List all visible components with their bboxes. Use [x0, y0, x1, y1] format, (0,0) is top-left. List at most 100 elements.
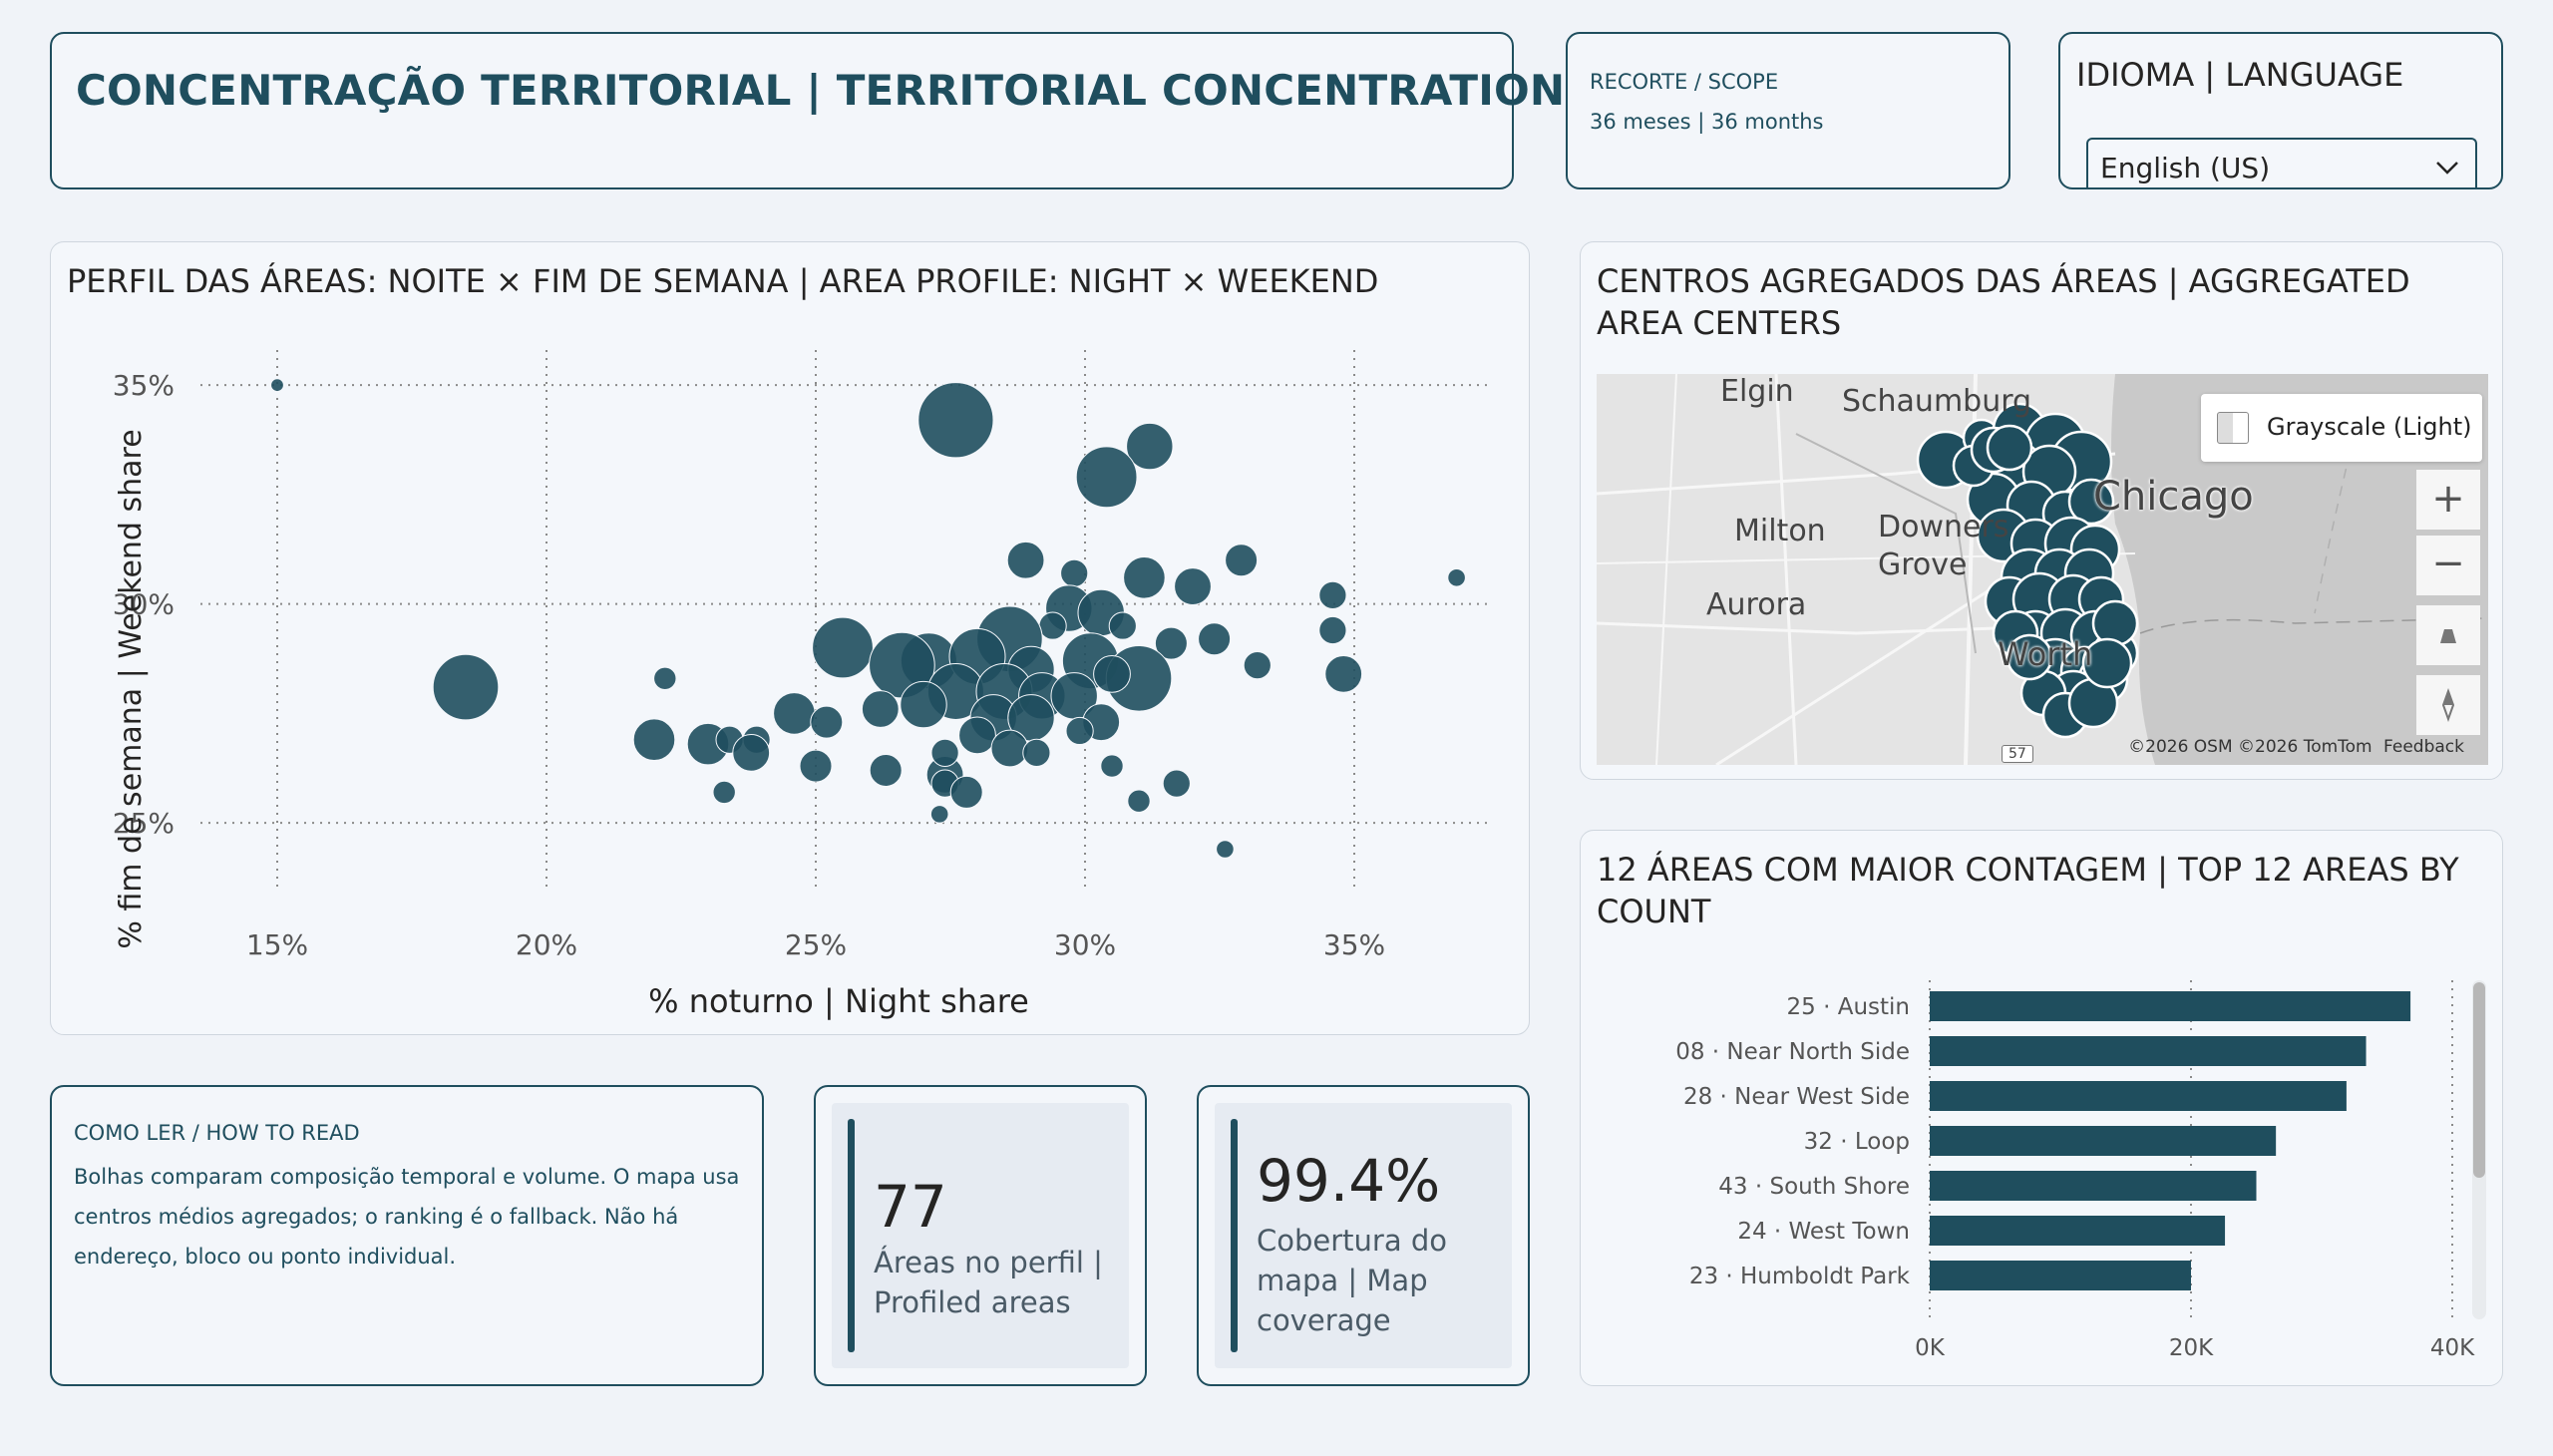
y-axis-label: % fim de semana | Weekend share	[114, 429, 149, 948]
map-place-chicago: Chicago	[2093, 474, 2254, 520]
chevron-down-icon	[2436, 162, 2458, 175]
bar	[1930, 1216, 2226, 1246]
map-canvas[interactable]: Elgin Schaumburg Chicago Milton Downers …	[1597, 374, 2488, 765]
map-compass-button[interactable]	[2416, 675, 2480, 735]
scatter-point	[1038, 611, 1067, 640]
bar-category-label: 28 · Near West Side	[1683, 1084, 1910, 1110]
language-selected-value: English (US)	[2100, 152, 2271, 184]
kpi-coverage-panel	[1215, 1103, 1512, 1368]
scatter-point	[1447, 567, 1466, 587]
x-tick-label: 20%	[516, 928, 577, 961]
map-zoom-out-button[interactable]: −	[2416, 536, 2480, 595]
bars-scrollbar[interactable]	[2472, 980, 2486, 1319]
scatter-card: PERFIL DAS ÁREAS: NOITE × FIM DE SEMANA …	[50, 241, 1530, 1035]
bar-x-tick-label: 20K	[2169, 1335, 2214, 1361]
map-place-downers: Downers	[1878, 510, 2009, 545]
scatter-point	[1060, 558, 1089, 588]
scatter-title: PERFIL DAS ÁREAS: NOITE × FIM DE SEMANA …	[67, 262, 1379, 300]
scatter-point	[270, 378, 284, 393]
kpi-coverage-accent-bar	[1231, 1119, 1238, 1352]
kpi-coverage-card: 99.4% Cobertura do mapa | Map coverage	[1197, 1085, 1530, 1386]
scatter-point	[432, 653, 500, 721]
scatter-point	[1108, 611, 1137, 640]
map-place-aurora: Aurora	[1706, 587, 1807, 622]
scatter-point	[1127, 789, 1151, 813]
bar-category-label: 08 · Near North Side	[1675, 1039, 1910, 1065]
map-attribution-text: ©2026 OSM ©2026 TomTom	[2128, 737, 2372, 757]
scatter-chart: 15% 20% 25% 30% 35% 25% 30% 35% % noturno | Nig…	[113, 350, 1489, 1020]
scatter-point	[949, 775, 983, 809]
scatter-point	[869, 753, 903, 787]
map-place-milton: Milton	[1734, 514, 1826, 548]
language-dropdown[interactable]: English (US)	[2086, 138, 2477, 187]
scope-value: 36 meses | 36 months	[1590, 110, 1824, 134]
map-style-label: Grayscale (Light)	[2267, 413, 2472, 441]
bars-scrollbar-thumb[interactable]	[2473, 982, 2485, 1178]
scatter-point	[1216, 840, 1235, 859]
scatter-point	[1198, 622, 1232, 656]
bar-chart: 25 · Austin 08 · Near North Side 28 · Near…	[1675, 980, 2475, 1361]
bar-x-tick-label: 0K	[1915, 1335, 1946, 1361]
x-tick-label: 30%	[1054, 928, 1116, 961]
language-card: IDIOMA | LANGUAGE English (US)	[2058, 32, 2503, 189]
scatter-point	[958, 716, 996, 755]
map-style-button[interactable]: Grayscale (Light)	[2201, 394, 2482, 462]
howto-card: COMO LER / HOW TO READ Bolhas comparam c…	[50, 1085, 764, 1386]
scatter-point	[1123, 555, 1166, 599]
scatter-point	[810, 705, 844, 739]
kpi-areas-label: Áreas no perfil | Profiled areas	[874, 1246, 1103, 1319]
scatter-point	[1065, 716, 1094, 746]
bar-category-label: 25 · Austin	[1787, 994, 1910, 1020]
scatter-point	[1100, 754, 1124, 778]
kpi-areas-card: 77 Áreas no perfil | Profiled areas	[814, 1085, 1147, 1386]
title-card: CONCENTRAÇÃO TERRITORIAL | TERRITORIAL C…	[50, 32, 1565, 189]
bar-x-tick-label: 40K	[2430, 1335, 2475, 1361]
scatter-point	[712, 780, 736, 805]
bar	[1930, 1081, 2347, 1111]
bars-title: 12 ÁREAS COM MAIOR CONTAGEM | TOP 12 ARE…	[1597, 851, 2459, 930]
kpi-areas-accent-bar	[848, 1119, 855, 1352]
map-route-shield: 57	[2002, 745, 2033, 763]
map-title: CENTROS AGREGADOS DAS ÁREAS | AGGREGATED…	[1597, 262, 2410, 342]
scatter-point	[653, 666, 677, 690]
map-place-elgin: Elgin	[1720, 374, 1794, 409]
scatter-point	[1022, 738, 1051, 768]
scatter-point	[1225, 544, 1259, 577]
scatter-point	[1075, 446, 1138, 509]
map-bubble	[1986, 424, 2033, 472]
scatter-point	[632, 718, 676, 762]
bar	[1930, 1126, 2277, 1156]
scatter-point	[929, 805, 949, 824]
map-zoom-in-button[interactable]: +	[2416, 470, 2480, 530]
scatter-point	[799, 749, 833, 783]
map-feedback-link[interactable]: Feedback	[2383, 737, 2464, 757]
scatter-point	[1093, 654, 1131, 693]
bar	[1930, 1261, 2191, 1290]
scatter-point	[812, 616, 874, 679]
bar-category-label: 24 · West Town	[1737, 1219, 1910, 1245]
map-attribution: ©2026 OSM ©2026 TomTom Feedback	[2128, 737, 2464, 757]
bar	[1930, 1036, 2367, 1066]
kpi-areas-value: 77	[874, 1173, 947, 1241]
map-style-icon	[2217, 412, 2249, 444]
bar-category-label: 32 · Loop	[1804, 1129, 1910, 1155]
bar-category-label: 23 · Humboldt Park	[1689, 1264, 1911, 1289]
map-pitch-button[interactable]	[2416, 605, 2480, 665]
scatter-point	[1243, 650, 1272, 680]
map-svg	[1597, 374, 2488, 765]
bar	[1930, 991, 2411, 1021]
scope-card: RECORTE / SCOPE 36 meses | 36 months	[1566, 32, 2010, 189]
compass-icon	[2441, 688, 2455, 722]
map-bubble	[2081, 637, 2133, 689]
x-tick-label: 15%	[246, 928, 308, 961]
scatter-point	[861, 690, 900, 728]
x-tick-label: 25%	[785, 928, 847, 961]
x-tick-label: 35%	[1323, 928, 1385, 961]
kpi-coverage-value: 99.4%	[1257, 1147, 1441, 1215]
map-bubbles	[1916, 402, 2139, 739]
y-tick-label: 35%	[113, 369, 175, 402]
scope-label: RECORTE / SCOPE	[1590, 70, 1779, 94]
bar-category-label: 43 · South Shore	[1718, 1174, 1910, 1200]
page-title: CONCENTRAÇÃO TERRITORIAL | TERRITORIAL C…	[76, 66, 1566, 115]
kpi-areas-panel	[832, 1103, 1129, 1368]
